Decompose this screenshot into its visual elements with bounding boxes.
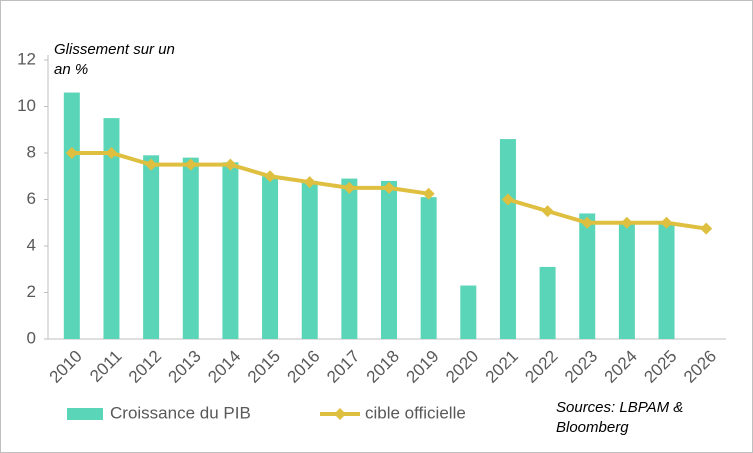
legend-label: Croissance du PIB (110, 403, 251, 422)
y-tick-label: 4 (27, 235, 36, 254)
line-marker (383, 181, 395, 194)
bar (222, 162, 239, 339)
line-marker (105, 147, 118, 159)
bar (658, 222, 675, 339)
bar (262, 176, 279, 339)
line-marker (145, 158, 158, 171)
source-note: Sources: LBPAM & Bloomberg (556, 399, 684, 436)
y-tick-label: 2 (27, 282, 36, 301)
line-marker (541, 205, 554, 218)
line-marker (343, 181, 356, 194)
line (71, 151, 707, 231)
bar (499, 139, 516, 339)
line-marker (224, 158, 237, 171)
bar (103, 118, 120, 339)
y-tick-label: 0 (27, 328, 36, 347)
y-tick-label: 8 (27, 142, 36, 161)
line-marker (660, 216, 673, 229)
line-marker (422, 187, 435, 200)
line-marker (501, 193, 514, 206)
y-tick-label: 12 (17, 49, 36, 68)
bar (143, 155, 160, 339)
bar (381, 180, 397, 339)
line-marker (700, 222, 713, 235)
bar (460, 285, 477, 339)
y-tick-label: 6 (27, 189, 36, 208)
bar (182, 157, 199, 339)
line-marker (581, 216, 594, 229)
bar (420, 197, 437, 339)
bar (579, 213, 596, 339)
y-tick-label: 10 (17, 96, 36, 115)
bar (539, 266, 556, 339)
line-marker (303, 176, 316, 189)
y-axis-label: Glissement sur un an % (54, 41, 175, 78)
bar (618, 222, 635, 339)
line-marker (264, 170, 277, 183)
line-marker (65, 147, 78, 159)
bar (63, 92, 80, 339)
legend-swatch (67, 408, 103, 420)
bar (301, 180, 318, 339)
bar (341, 178, 358, 339)
legend-label: cible officielle (365, 403, 466, 422)
legend-marker (334, 408, 346, 420)
line-marker (620, 216, 633, 229)
line-marker (184, 158, 197, 171)
